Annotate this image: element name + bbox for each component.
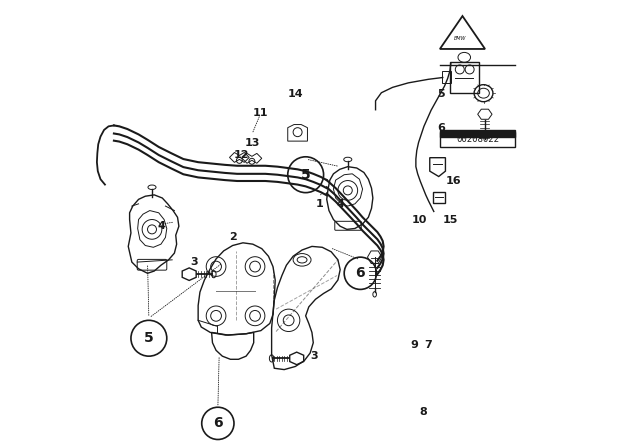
Text: 9: 9 bbox=[410, 340, 418, 350]
Text: 16: 16 bbox=[445, 177, 461, 186]
Text: 3: 3 bbox=[190, 257, 198, 267]
Text: 3: 3 bbox=[311, 351, 319, 361]
Text: BMW: BMW bbox=[454, 36, 466, 42]
Text: 15: 15 bbox=[442, 215, 458, 224]
Text: 11: 11 bbox=[253, 108, 269, 118]
Text: 6: 6 bbox=[213, 416, 223, 431]
Text: 13: 13 bbox=[244, 138, 260, 148]
Text: 6: 6 bbox=[437, 123, 445, 133]
Text: 8: 8 bbox=[419, 407, 427, 417]
Text: 12: 12 bbox=[234, 150, 250, 159]
Text: 5: 5 bbox=[437, 89, 445, 99]
Polygon shape bbox=[440, 130, 515, 137]
Text: 4: 4 bbox=[157, 221, 165, 231]
Text: 5: 5 bbox=[144, 331, 154, 345]
Text: 6: 6 bbox=[355, 266, 365, 280]
Text: 00208022: 00208022 bbox=[456, 135, 499, 144]
Text: 2: 2 bbox=[228, 233, 237, 242]
Text: 14: 14 bbox=[287, 89, 303, 99]
Text: 10: 10 bbox=[412, 215, 427, 224]
Text: 1: 1 bbox=[316, 199, 323, 209]
Text: 7: 7 bbox=[424, 340, 432, 350]
Text: 5: 5 bbox=[301, 168, 310, 182]
Text: 4: 4 bbox=[336, 199, 344, 209]
